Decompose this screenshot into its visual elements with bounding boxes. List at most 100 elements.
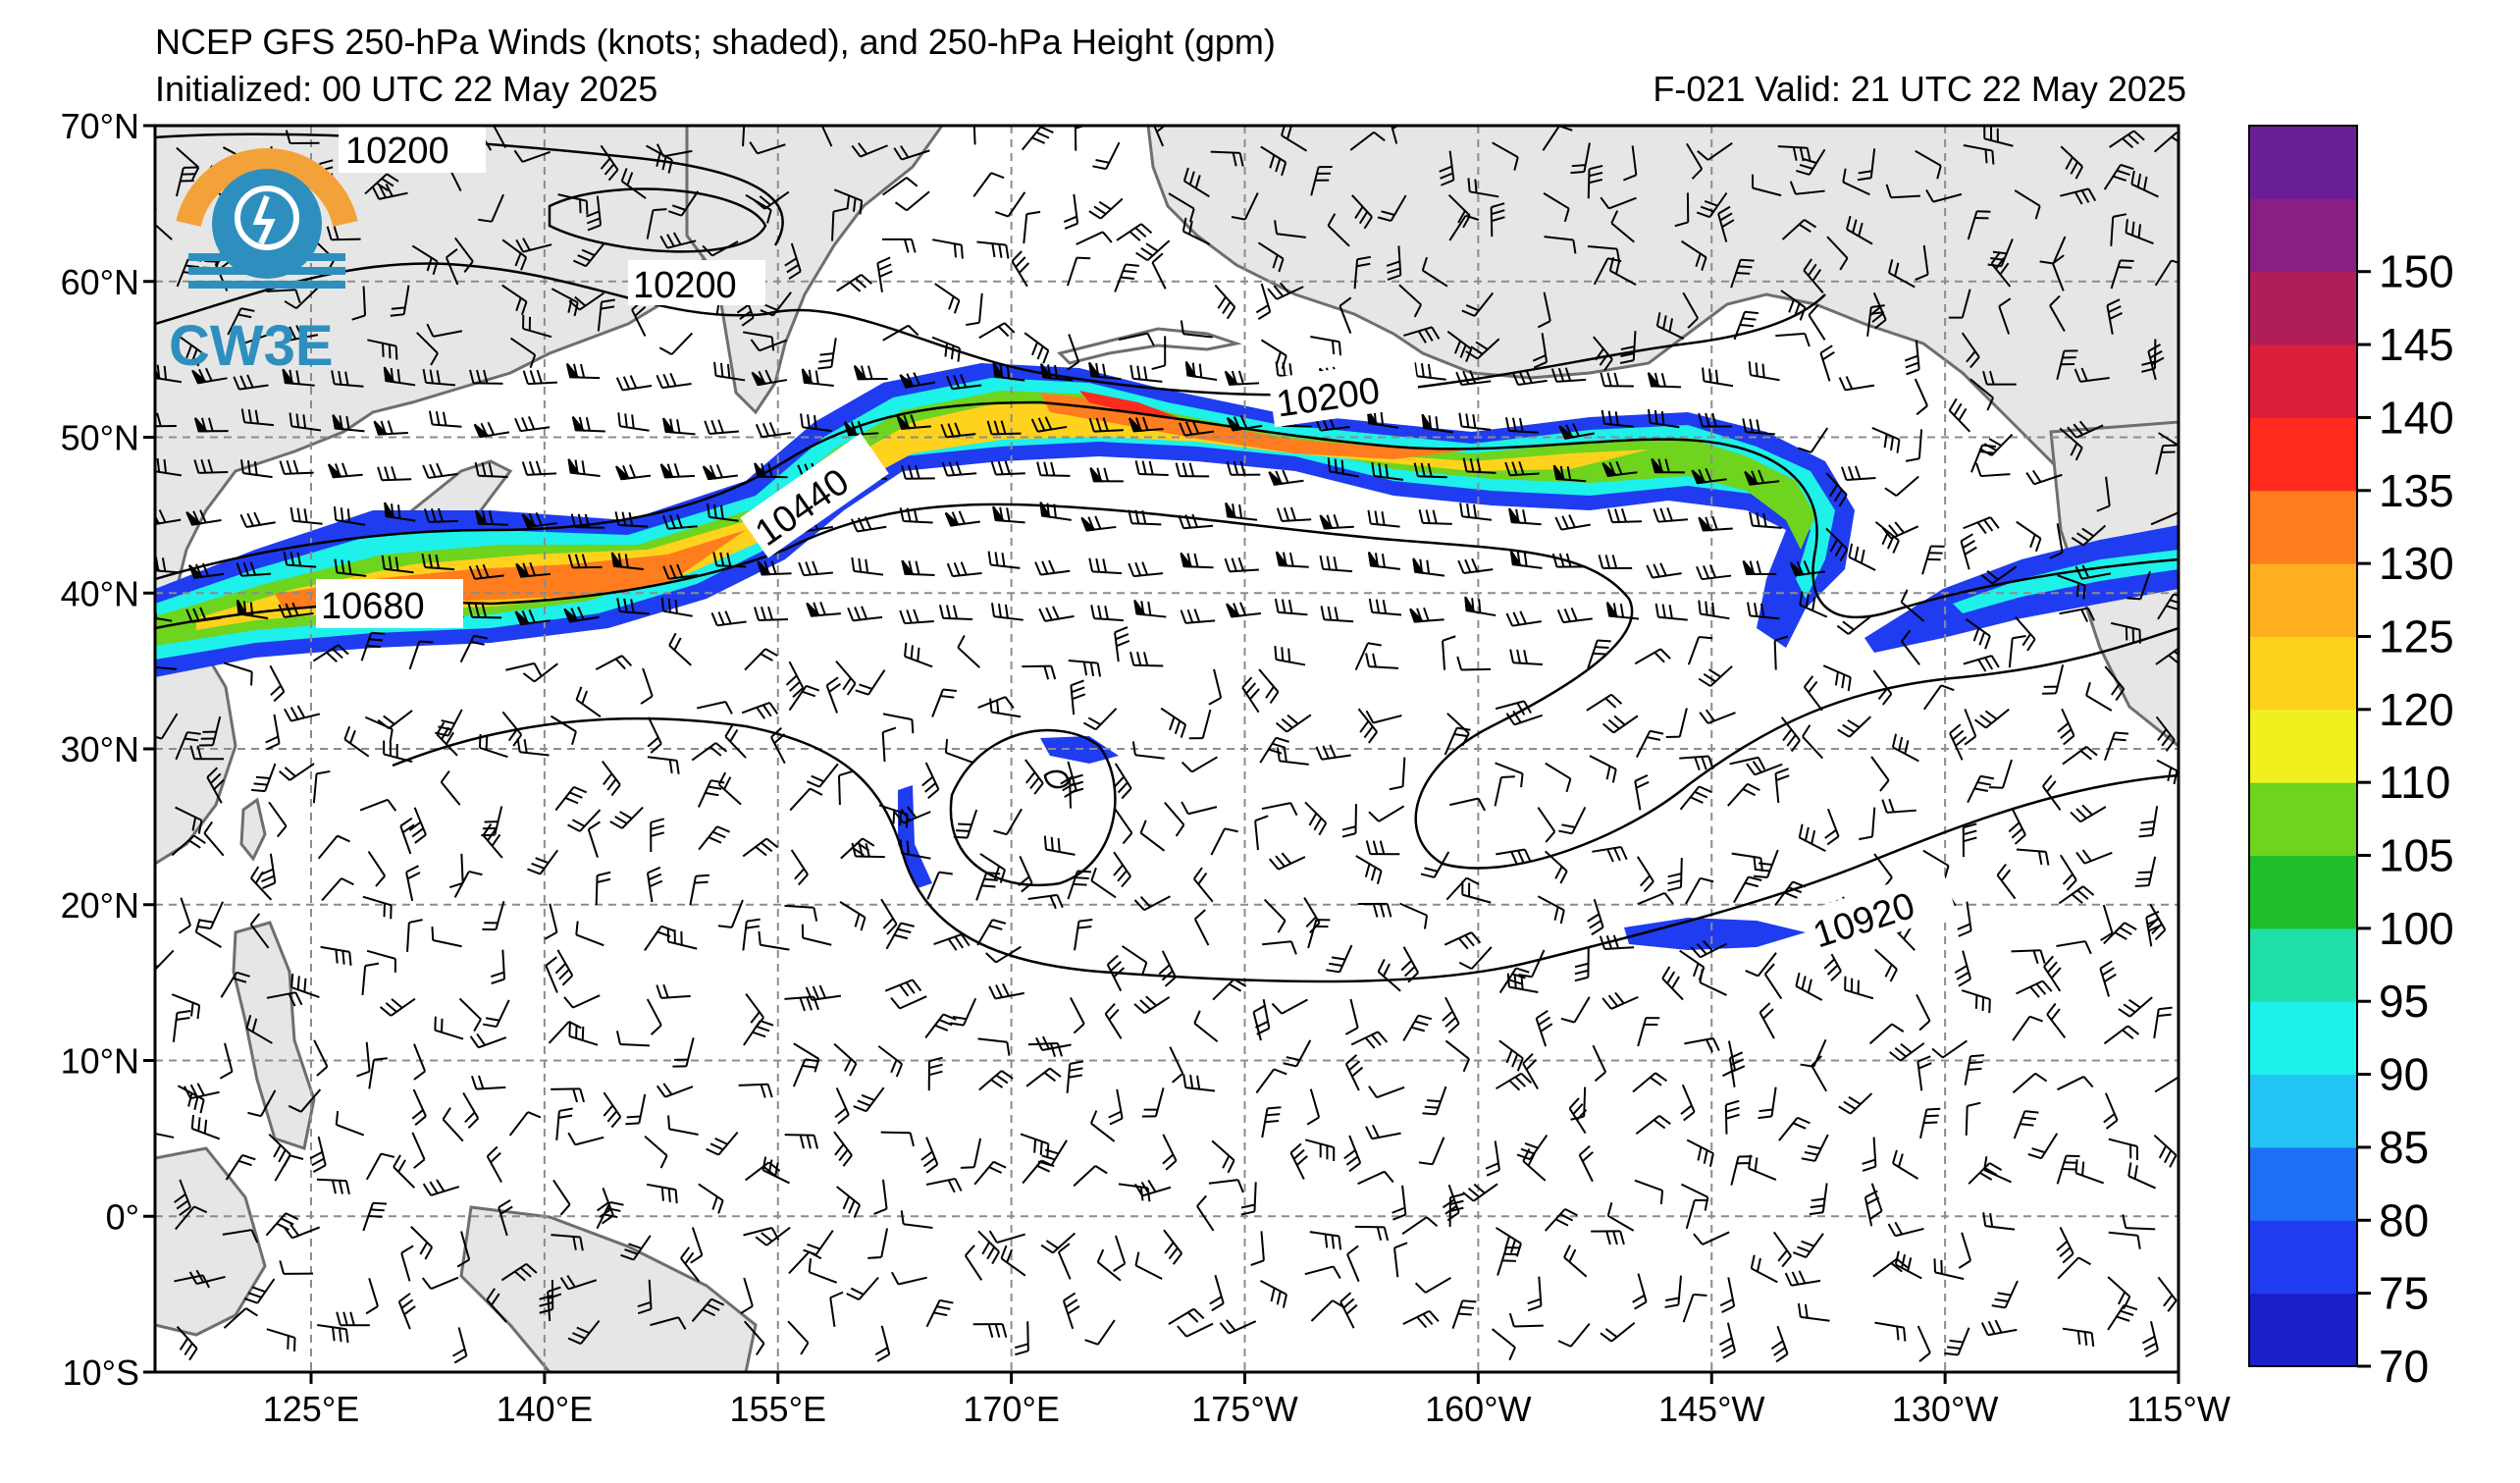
wind-barb: [334, 558, 367, 577]
wind-barb: [1275, 551, 1309, 568]
wind-barb: [1558, 423, 1595, 440]
wind-barb: [586, 195, 603, 232]
wind-barb: [289, 506, 323, 525]
wind-barb: [379, 997, 416, 1017]
wind-barb: [1485, 1140, 1500, 1177]
wind-barb: [940, 422, 976, 439]
wind-barb: [422, 462, 458, 479]
wind-barb: [1320, 606, 1354, 623]
wind-barb: [2104, 665, 2126, 702]
wind-barb: [514, 609, 551, 626]
wind-barb: [2085, 681, 2113, 712]
wind-barb: [474, 509, 509, 526]
wind-barb: [1182, 1074, 1216, 1092]
wind-barb: [988, 1230, 1025, 1244]
wind-barb: [1211, 1139, 1235, 1174]
wind-barb: [595, 655, 633, 671]
wind-barb: [904, 642, 933, 668]
wind-barb: [408, 807, 427, 844]
land-new-guinea: [459, 1205, 758, 1372]
wind-barb: [1578, 1144, 1594, 1183]
wind-barb: [1184, 360, 1218, 381]
wind-barb: [1556, 608, 1593, 624]
wind-barb: [2016, 980, 2053, 998]
lat-tick-label: 20°N: [61, 885, 139, 926]
wind-barb: [1365, 653, 1398, 669]
wind-barb: [881, 177, 919, 196]
lon-tick-label: 130°W: [1892, 1389, 1998, 1429]
wind-barb: [1963, 144, 1995, 165]
wind-barb: [309, 1136, 327, 1173]
wind-barb: [1606, 1202, 1635, 1232]
wind-barb: [155, 412, 177, 428]
wind-barb: [758, 930, 790, 951]
wind-barb: [1742, 559, 1777, 576]
wind-barb: [247, 1089, 277, 1118]
wind-barb: [985, 945, 1022, 964]
wind-barb: [846, 1276, 879, 1301]
wind-barb: [406, 919, 423, 952]
wind-barb: [411, 1088, 427, 1126]
wind-barb: [2130, 170, 2159, 198]
wind-barb: [1177, 1322, 1214, 1338]
wind-barb: [1798, 823, 1826, 853]
wind-barb: [1884, 475, 1919, 497]
wind-barb: [1686, 142, 1704, 180]
wind-barb: [1344, 1054, 1364, 1091]
wind-barb: [178, 335, 204, 367]
wind-barb: [2014, 189, 2041, 220]
wind-barb: [1175, 462, 1210, 478]
wind-barb: [2056, 1154, 2080, 1185]
wind-barb: [1983, 1156, 2012, 1184]
wind-barb: [2057, 708, 2075, 746]
wind-barb: [1963, 516, 2000, 535]
wind-barb: [2125, 219, 2154, 244]
wind-barb: [1925, 188, 1963, 203]
wind-barb: [1916, 993, 1931, 1032]
wind-barb: [2049, 294, 2066, 332]
wind-barb: [1881, 521, 1919, 540]
wind-barb: [921, 762, 940, 799]
wind-barb: [313, 1039, 329, 1077]
wind-barb: [1069, 773, 1084, 809]
wind-barb: [1089, 467, 1124, 483]
contour-label-box-4: [740, 433, 889, 558]
wind-barb: [851, 142, 888, 158]
wind-barb: [713, 361, 746, 382]
wind-barb: [225, 1154, 256, 1181]
wind-barb: [960, 1138, 982, 1169]
wind-barb: [2099, 960, 2117, 997]
wind-barb: [1025, 1067, 1062, 1087]
wind-barb: [1027, 893, 1064, 910]
wind-barb: [1082, 708, 1118, 731]
wind-barb: [1635, 729, 1664, 759]
wind-barb: [364, 173, 399, 195]
wind-barb: [742, 126, 746, 147]
wind-barb: [853, 365, 888, 381]
wind-barb: [1608, 256, 1637, 287]
wind-barb: [1275, 714, 1312, 733]
wind-barb: [548, 1020, 582, 1044]
wind-barb: [1391, 126, 1400, 144]
wind-barb: [740, 1277, 754, 1314]
wind-barb: [978, 322, 1016, 340]
wind-barb: [1748, 1154, 1777, 1181]
wind-barb: [283, 551, 317, 568]
wind-barb: [880, 1131, 915, 1147]
wind-barb: [1327, 213, 1350, 247]
wind-barb: [250, 866, 273, 901]
wind-barb: [1274, 220, 1306, 238]
wind-barb: [331, 370, 364, 388]
wind-barb: [754, 606, 789, 621]
wind-barb: [2049, 523, 2064, 559]
wind-barb: [1905, 429, 1923, 462]
wind-barb: [1563, 1245, 1588, 1278]
wind-barb: [567, 554, 603, 569]
wind-barb: [1933, 1258, 1965, 1281]
wind-barb: [333, 505, 366, 526]
wind-barb: [1283, 1039, 1312, 1068]
wind-barb: [317, 834, 350, 860]
wind-barb: [615, 375, 653, 392]
wind-barb: [1552, 464, 1587, 483]
